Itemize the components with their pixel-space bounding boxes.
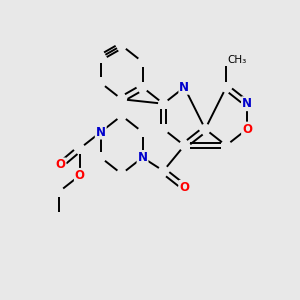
Text: N: N [96,126,106,139]
Text: N: N [179,81,189,94]
Text: N: N [242,97,252,110]
Text: O: O [242,123,252,136]
Text: N: N [137,151,148,164]
Text: O: O [56,158,65,171]
Text: O: O [179,181,189,194]
Text: O: O [75,169,85,182]
Text: CH₃: CH₃ [228,56,247,65]
